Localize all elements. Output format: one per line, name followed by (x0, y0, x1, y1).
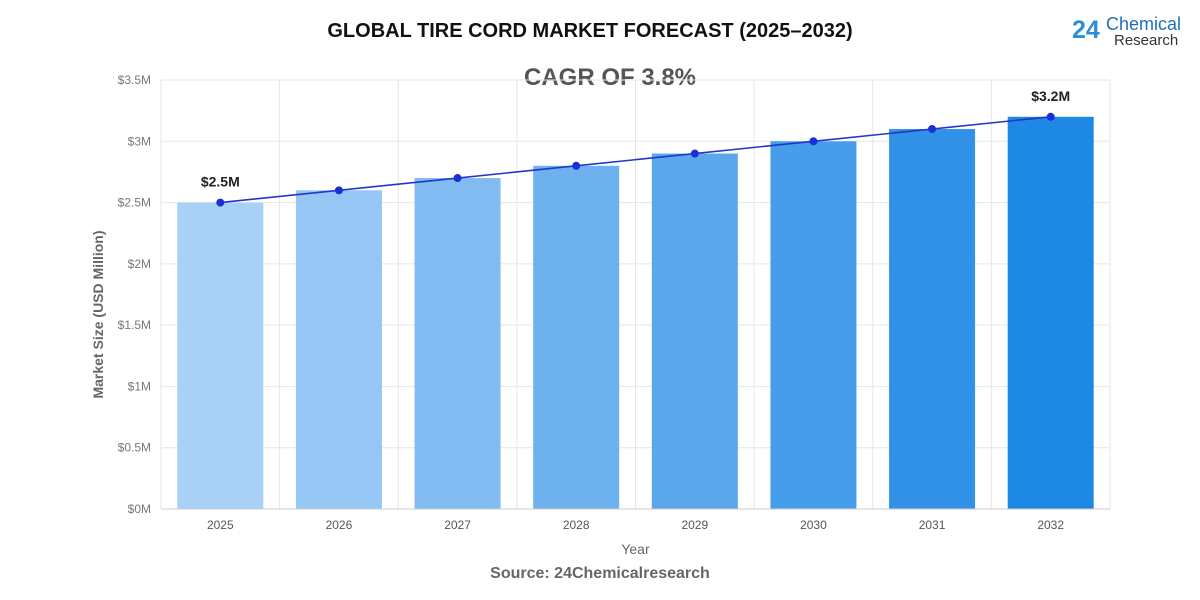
bar-2025 (177, 202, 264, 510)
chart-title: GLOBAL TIRE CORD MARKET FORECAST (2025–2… (327, 20, 853, 42)
y-tick-label: $3.5M (118, 73, 151, 87)
y-tick-label: $2M (128, 257, 151, 271)
y-tick-label: $2.5M (118, 196, 151, 210)
data-label: $2.5M (201, 174, 240, 190)
logo-number: 24 (1072, 16, 1100, 44)
bar-2031 (889, 129, 976, 509)
data-point-2032 (1046, 112, 1055, 121)
x-tick-label: 2030 (800, 518, 827, 532)
data-point-2030 (809, 137, 818, 146)
bar-2027 (414, 178, 501, 510)
logo: 24 Chemical Research (1072, 12, 1197, 50)
chart-subtitle: CAGR OF 3.8% (523, 64, 697, 91)
logo-line1: Chemical (1106, 14, 1182, 34)
data-point-2025 (216, 198, 225, 207)
data-point-2028 (572, 161, 581, 170)
trend-line (220, 115, 1051, 204)
x-tick-label: 2025 (207, 518, 234, 532)
x-tick-label: 2032 (1037, 518, 1064, 532)
data-point-2029 (690, 149, 699, 158)
bar-2029 (651, 153, 738, 510)
bar-2026 (295, 190, 382, 510)
x-tick-label: 2031 (919, 518, 946, 532)
x-tick-label: 2026 (326, 518, 353, 532)
x-tick-label: 2029 (681, 518, 708, 532)
bar-2032 (1007, 116, 1094, 510)
x-tick-label: 2028 (563, 518, 590, 532)
data-label: $3.2M (1031, 88, 1070, 104)
bar-2028 (533, 165, 620, 510)
y-tick-label: $1.5M (118, 318, 151, 332)
x-tick-label: 2027 (444, 518, 471, 532)
logo-line2: Research (1114, 32, 1179, 49)
x-axis-title: Year (621, 541, 650, 557)
data-point-2031 (928, 125, 937, 134)
y-axis-title: Market Size (USD Million) (90, 230, 106, 398)
y-tick-label: $0M (128, 502, 151, 516)
data-point-2027 (453, 174, 462, 183)
y-tick-label: $0.5M (118, 441, 151, 455)
y-tick-label: $1M (128, 379, 151, 393)
chart-source: Source: 24Chemicalresearch (490, 565, 710, 582)
data-point-2026 (334, 186, 343, 195)
bar-2030 (770, 141, 857, 510)
y-tick-label: $3M (128, 134, 151, 148)
